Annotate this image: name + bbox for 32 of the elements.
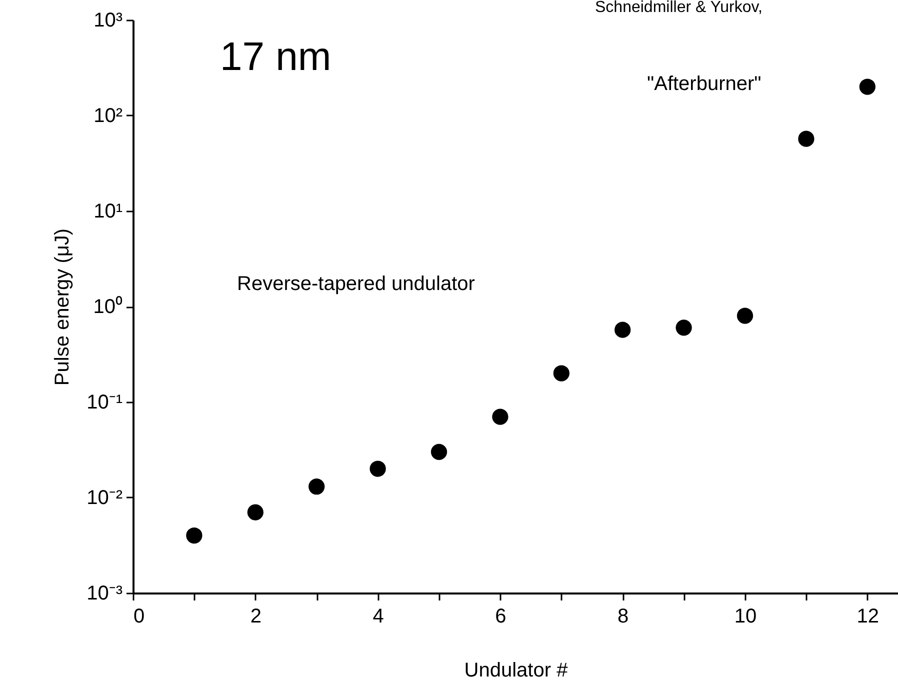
y-tick-label: 10⁻³ [86, 582, 123, 604]
point [553, 365, 570, 382]
x-axis-title: Undulator # [464, 660, 569, 682]
y-tick-label: 10⁻² [86, 487, 123, 509]
x-tick-label: 8 [618, 606, 629, 628]
y-axis-title: Pulse energy (μJ) [52, 228, 74, 386]
point [430, 444, 448, 460]
y-tick-label: 10¹ [94, 200, 123, 222]
text: Schneidmiller & Yurkov, [595, 0, 762, 16]
x-tick-label: 4 [372, 606, 384, 628]
x-tick-label: 2 [250, 606, 262, 628]
y-tick-label: 10⁻¹ [86, 392, 123, 414]
point [370, 460, 386, 477]
annotation: "Afterburner" [647, 73, 762, 95]
y-tick-label: 10² [94, 105, 123, 127]
y-tick-label: 10³ [94, 10, 123, 32]
point [736, 308, 754, 324]
point [492, 408, 508, 425]
x-tick-label: 0 [134, 606, 145, 628]
point [308, 478, 325, 495]
point [186, 527, 202, 544]
y-tick-label: 10⁰ [93, 295, 122, 318]
point [676, 320, 692, 336]
x-tick-label: 6 [495, 606, 506, 628]
point [798, 130, 814, 147]
point [247, 504, 264, 520]
point [614, 322, 631, 338]
x-tick-label: 10 [734, 606, 757, 628]
annotation: 17 nm [220, 35, 332, 79]
annotation: Reverse-tapered undulator [237, 273, 476, 295]
point [859, 78, 876, 95]
x-tick-label: 12 [856, 606, 880, 628]
